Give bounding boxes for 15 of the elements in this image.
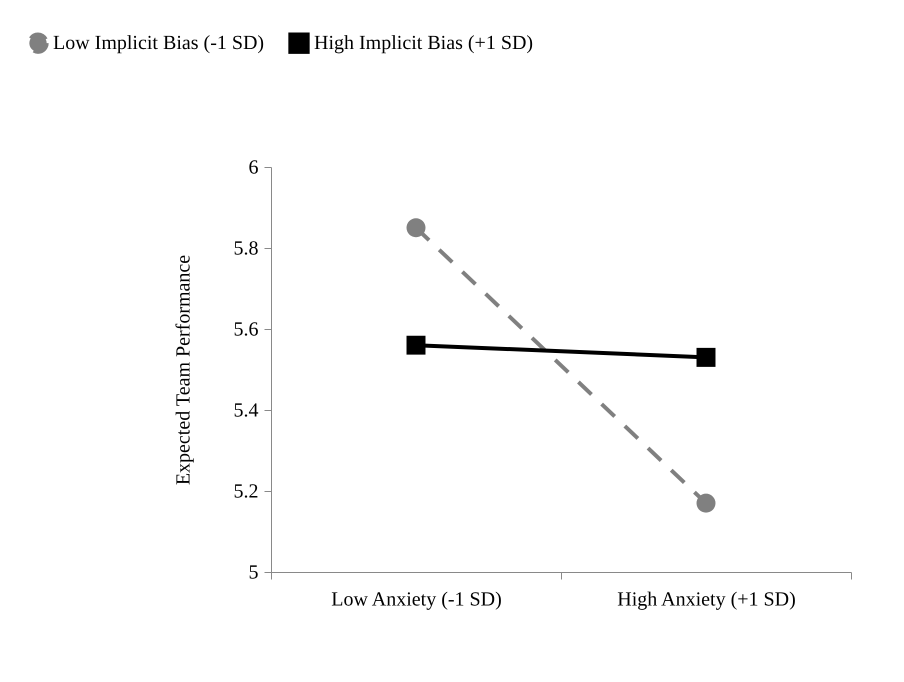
y-tick-label: 5.4	[234, 400, 258, 422]
y-tick-label: 5	[248, 562, 258, 584]
x-tick-label: High Anxiety (+1 SD)	[617, 588, 796, 610]
x-tick-label: Low Anxiety (-1 SD)	[331, 588, 502, 610]
point	[406, 218, 426, 238]
y-axis-title: Expected Team Performance	[172, 254, 194, 486]
legend-label: High Implicit Bias (+1 SD)	[314, 32, 534, 54]
point	[696, 348, 716, 367]
y-tick-label: 5.8	[234, 238, 258, 260]
point	[406, 336, 426, 355]
point	[696, 494, 716, 513]
y-tick-label: 5.2	[234, 480, 258, 502]
legend-label: Low Implicit Bias (-1 SD)	[53, 32, 264, 54]
y-tick-label: 6	[248, 156, 258, 178]
y-tick-label: 5.6	[234, 318, 258, 340]
